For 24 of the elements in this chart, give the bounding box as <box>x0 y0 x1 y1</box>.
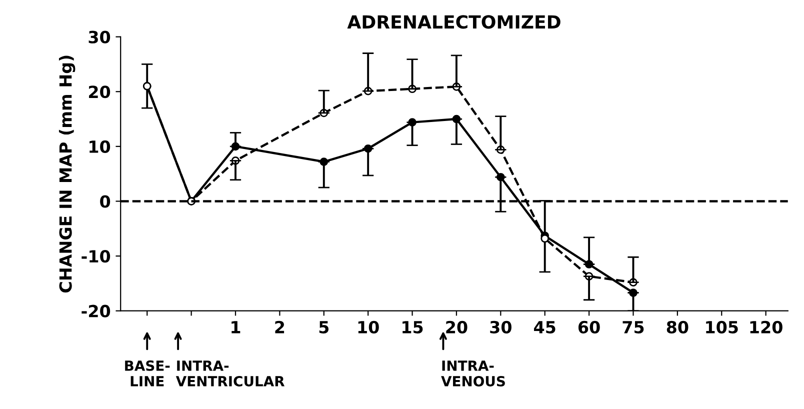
x-tick-label: 105 <box>706 320 738 334</box>
y-axis-title: CHANGE IN MAP (mm Hg) <box>58 56 76 292</box>
x-tick-label: 30 <box>490 320 512 334</box>
x-tick-label: 45 <box>534 321 556 334</box>
y-tick-label: 0 <box>100 195 110 208</box>
y-tick-label: 20 <box>89 86 110 98</box>
text: BASE- LINE <box>125 360 170 386</box>
x-tick-label: 1 <box>232 321 240 334</box>
y-tick-label: 30 <box>88 30 110 44</box>
x-tick-label: 10 <box>358 320 379 334</box>
text: INTRA- VENOUS <box>441 360 505 386</box>
text: INTRA- VENTRICULAR <box>176 360 285 386</box>
x-tick-label: 60 <box>578 320 600 334</box>
x-tick-label: 80 <box>666 320 688 334</box>
y-tick-label: 10 <box>90 140 110 153</box>
x-tick-label: 2 <box>275 320 284 334</box>
chart-title: ADRENALECTOMIZED <box>347 15 560 29</box>
x-tick-label: 120 <box>750 320 782 334</box>
x-tick-label: 75 <box>622 321 644 334</box>
y-tick-label: -20 <box>82 304 110 318</box>
x-tick-label: 15 <box>402 321 423 334</box>
x-tick-label: 5 <box>319 321 329 334</box>
y-tick-label: -10 <box>82 250 110 263</box>
x-tick-label: 20 <box>446 320 468 334</box>
